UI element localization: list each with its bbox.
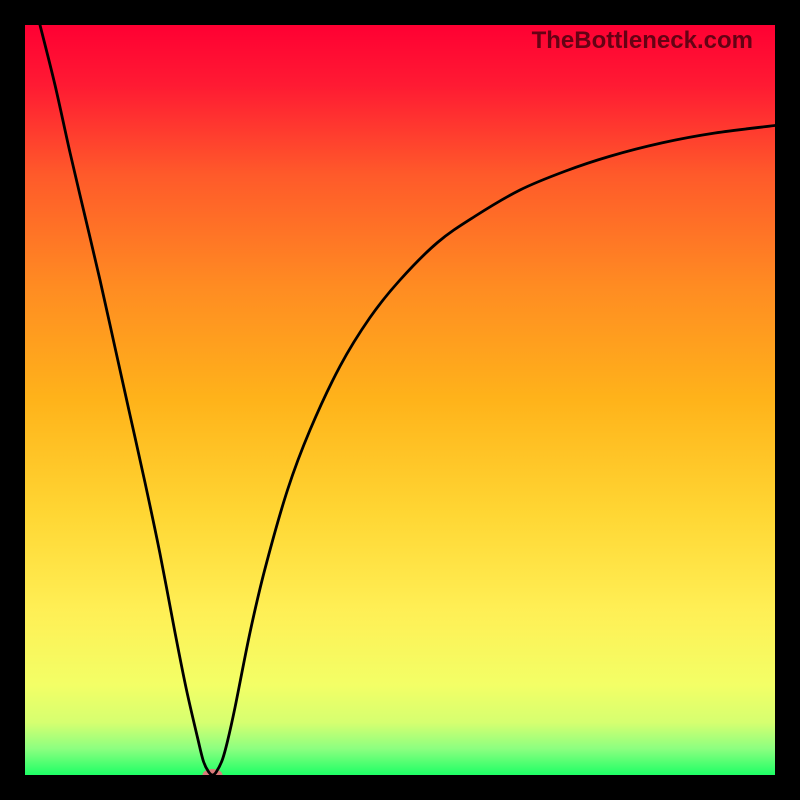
watermark-text: TheBottleneck.com <box>532 27 753 55</box>
chart-frame: TheBottleneck.com <box>0 0 800 800</box>
gradient-background <box>25 25 775 775</box>
chart-svg <box>25 25 775 775</box>
plot-area <box>25 25 775 775</box>
